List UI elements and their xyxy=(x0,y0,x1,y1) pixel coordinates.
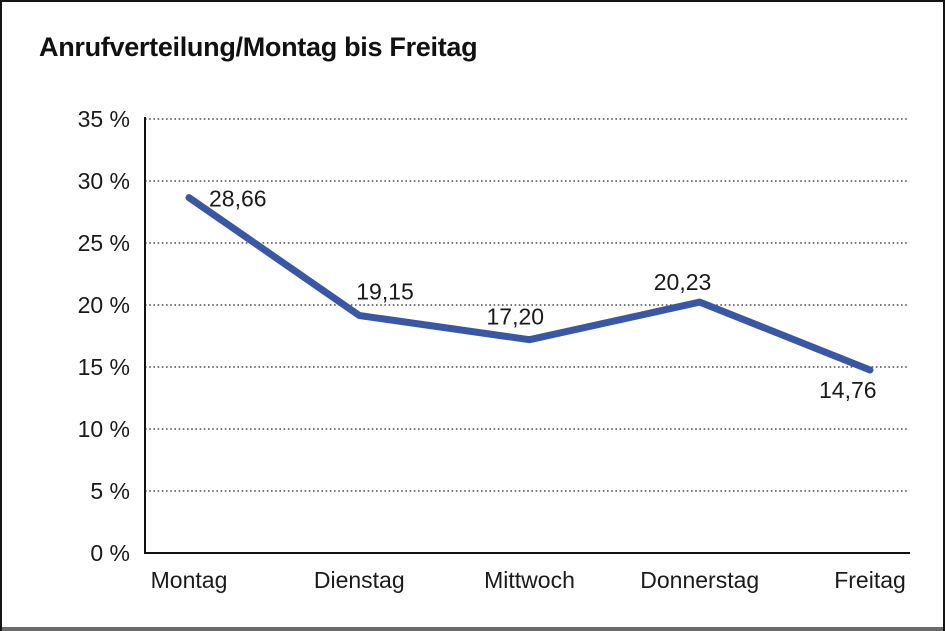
x-category-label: Mittwoch xyxy=(484,567,575,593)
y-tick-label: 25 % xyxy=(78,230,130,256)
x-category-label: Dienstag xyxy=(314,567,405,593)
y-tick-label: 0 % xyxy=(90,540,130,566)
chart-title: Anrufverteilung/Montag bis Freitag xyxy=(39,32,478,62)
y-tick-label: 30 % xyxy=(78,168,130,194)
data-point-label: 20,23 xyxy=(654,269,712,295)
x-category-label: Donnerstag xyxy=(640,567,759,593)
data-point-label: 28,66 xyxy=(209,186,267,212)
y-tick-label: 35 % xyxy=(78,106,130,132)
y-tick-label: 20 % xyxy=(78,292,130,318)
data-line xyxy=(185,194,874,374)
data-point-label: 17,20 xyxy=(487,304,545,330)
window-bottom-edge xyxy=(2,627,943,631)
y-tick-label: 5 % xyxy=(90,478,130,504)
y-tick-label: 10 % xyxy=(78,416,130,442)
data-point-label: 14,76 xyxy=(819,377,877,403)
y-tick-label: 15 % xyxy=(78,354,130,380)
x-category-label: Freitag xyxy=(834,567,906,593)
x-category-label: Montag xyxy=(151,567,228,593)
data-point-label: 19,15 xyxy=(356,279,414,305)
